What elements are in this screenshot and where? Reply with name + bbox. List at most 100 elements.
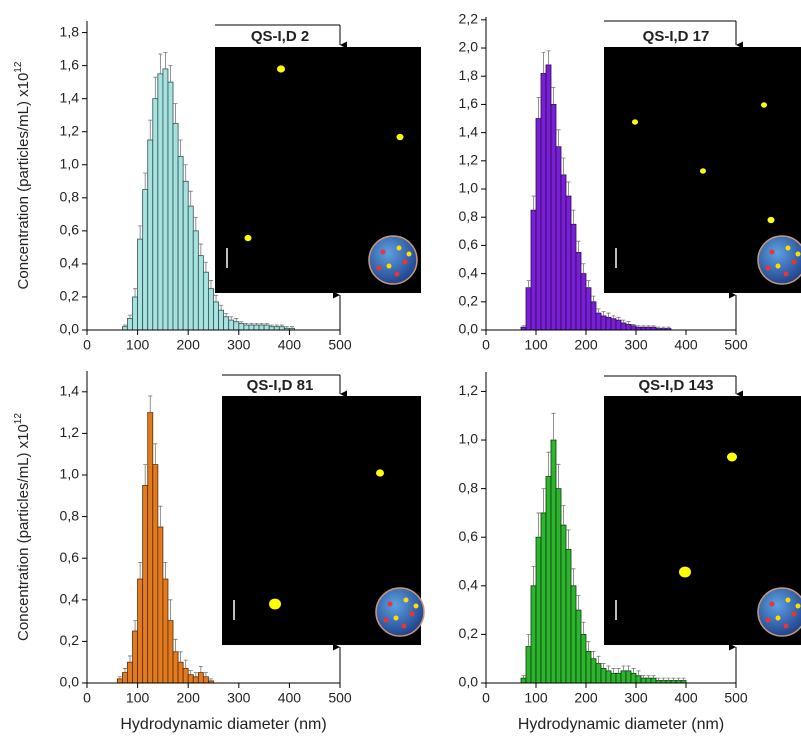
bar <box>162 68 169 331</box>
error-bar <box>183 659 188 669</box>
error-bar <box>138 225 143 240</box>
bar <box>635 675 642 684</box>
bar <box>560 174 567 331</box>
bar <box>645 677 652 684</box>
bar <box>540 72 547 331</box>
error-bar <box>571 209 576 225</box>
y-tick-label: 1,8 <box>459 67 479 83</box>
error-bar <box>621 319 626 323</box>
bar <box>157 73 164 331</box>
error-bar <box>259 322 264 326</box>
error-bar <box>621 665 626 671</box>
error-bar <box>178 139 183 157</box>
bar <box>540 512 547 684</box>
particle <box>632 119 638 125</box>
error-bar <box>606 312 611 318</box>
y-tick-label: 1,0 <box>459 180 479 196</box>
bar <box>192 676 199 684</box>
x-tick-label: 500 <box>328 337 352 353</box>
bar <box>550 439 557 684</box>
y-tick-label: 1,2 <box>60 122 80 138</box>
model-site <box>791 259 797 265</box>
bar <box>238 322 245 331</box>
model-site <box>783 623 789 629</box>
bar <box>263 324 270 331</box>
error-bar <box>681 677 686 681</box>
error-bar <box>208 678 213 681</box>
error-bar <box>254 322 259 326</box>
model-site <box>386 263 392 269</box>
model-site <box>383 617 389 623</box>
x-tick-label: 0 <box>482 337 490 353</box>
bar <box>520 677 527 684</box>
error-bar <box>249 322 254 326</box>
model-site <box>413 603 419 609</box>
model-site <box>409 611 415 617</box>
error-bar <box>239 321 244 324</box>
bar <box>525 646 532 684</box>
error-bar <box>551 87 556 105</box>
error-bar <box>122 324 127 327</box>
error-bar <box>561 505 566 526</box>
bar <box>550 104 557 331</box>
bar <box>182 180 189 331</box>
bar <box>177 661 184 684</box>
model-site <box>783 271 789 277</box>
error-bar <box>264 322 269 326</box>
bar <box>610 318 617 331</box>
error-bar <box>158 53 163 74</box>
error-bar <box>601 311 606 316</box>
model-site <box>769 601 775 607</box>
error-bar <box>636 670 641 676</box>
error-bar <box>576 240 581 253</box>
x-tick-label: 500 <box>724 690 748 706</box>
bar <box>132 630 138 684</box>
error-bar <box>541 51 546 74</box>
error-bar <box>541 488 546 513</box>
model-site <box>393 615 399 621</box>
error-bar <box>133 288 138 297</box>
model-site <box>401 623 407 629</box>
error-bar <box>173 103 178 124</box>
bar <box>575 609 582 684</box>
error-bar <box>138 561 143 579</box>
x-tick-label: 400 <box>674 337 698 353</box>
bar <box>620 670 627 684</box>
bar <box>213 301 219 331</box>
error-bar <box>143 464 148 486</box>
error-bar <box>536 96 541 119</box>
error-bar <box>531 195 536 211</box>
error-bar <box>581 263 586 274</box>
bar <box>605 670 612 684</box>
bar <box>555 488 562 684</box>
error-bar <box>566 181 571 197</box>
error-bar <box>566 529 571 550</box>
error-bar <box>269 324 274 327</box>
bar <box>218 309 225 331</box>
bar <box>258 324 265 331</box>
x-tick-label: 100 <box>126 690 150 706</box>
bar <box>570 585 577 684</box>
y-axis-label-text: Concentration (particles/mL) x10 <box>15 424 32 641</box>
y-tick-label: 0,0 <box>459 321 479 337</box>
bar <box>625 323 632 331</box>
error-bar <box>128 655 133 663</box>
error-bar <box>193 672 198 677</box>
inset-title: QS-I,D 2 <box>251 28 309 45</box>
bar <box>620 322 627 331</box>
bar <box>142 189 149 331</box>
particle <box>277 65 285 73</box>
x-tick-label: 0 <box>482 690 490 706</box>
inset-title: QS-I,D 17 <box>643 28 710 45</box>
particle <box>700 168 706 174</box>
bar <box>590 658 597 684</box>
error-bar <box>646 325 651 328</box>
error-bar <box>274 324 279 327</box>
bar <box>535 118 542 331</box>
bar <box>167 81 174 331</box>
bar <box>565 548 572 684</box>
y-tick-label: 0,6 <box>459 528 479 544</box>
x-tick-label: 0 <box>83 690 91 706</box>
y-tick-label: 0,6 <box>60 222 80 238</box>
bar <box>615 672 622 684</box>
